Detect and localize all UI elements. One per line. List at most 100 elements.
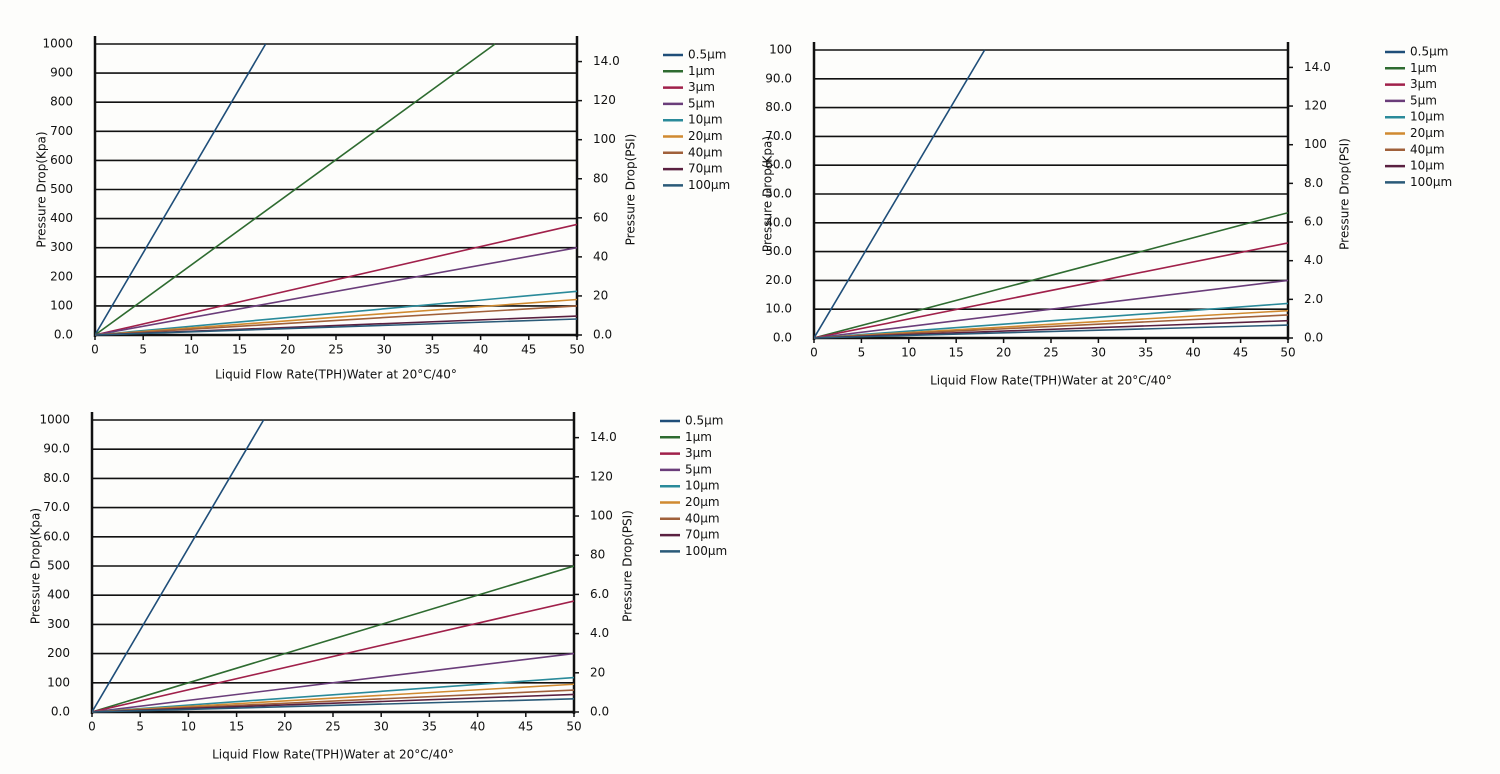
y2-tick-label: 120 — [593, 93, 616, 107]
y2-tick-label: 14.0 — [1304, 60, 1331, 74]
x-tick-label: 15 — [949, 346, 964, 360]
legend-label: 40μm — [685, 511, 720, 525]
y-tick-label: 60.0 — [43, 529, 70, 543]
y-tick-label: 10.0 — [765, 302, 792, 316]
series-line — [95, 305, 577, 336]
series-line — [814, 314, 1288, 339]
y-tick-label: 600 — [50, 153, 73, 167]
y-axis-label: Pressure Drop(Kpa) — [761, 136, 775, 252]
y-tick-label: 80.0 — [765, 100, 792, 114]
x-tick-label: 35 — [425, 343, 440, 357]
legend-label: 0.5μm — [1410, 45, 1448, 59]
series-line — [92, 683, 574, 713]
y-tick-label: 700 — [50, 124, 73, 138]
series-line — [92, 600, 574, 713]
legend-label: 10μm — [688, 113, 723, 127]
series-line — [814, 324, 1288, 339]
x-axis-label: Liquid Flow Rate(TPH)Water at 20°C/40° — [212, 748, 454, 762]
series-line — [95, 43, 496, 336]
legend-label: 70μm — [688, 162, 723, 176]
x-tick-label: 5 — [136, 720, 144, 734]
legend-label: 10μm — [685, 479, 720, 493]
y-tick-label: 40.0 — [765, 215, 792, 229]
y-tick-label: 70.0 — [43, 500, 70, 514]
y-tick-label: 800 — [50, 95, 73, 109]
legend-label: 100μm — [685, 544, 727, 558]
y2-tick-label: 2.0 — [1304, 292, 1323, 306]
x-tick-label: 45 — [1233, 346, 1248, 360]
y2-axis-label: Pressure Drop(PSI) — [621, 510, 635, 622]
x-tick-label: 25 — [1043, 346, 1058, 360]
legend-label: 20μm — [1410, 126, 1445, 140]
legend-label: 5μm — [685, 462, 712, 476]
y-tick-label: 100 — [769, 43, 792, 57]
x-tick-label: 0 — [810, 346, 818, 360]
legend-label: 3μm — [688, 80, 715, 94]
y2-axis-label: Pressure Drop(PSI) — [624, 134, 638, 246]
y2-tick-label: 60 — [593, 210, 608, 224]
legend-label: 1μm — [688, 64, 715, 78]
legend-label: 5μm — [1410, 93, 1437, 107]
legend-label: 1μm — [1410, 61, 1437, 75]
legend-label: 0.5μm — [688, 48, 726, 62]
y-tick-label: 100 — [47, 675, 70, 689]
y2-tick-label: 40 — [593, 249, 608, 263]
y2-tick-label: 20 — [590, 665, 605, 679]
x-tick-label: 35 — [422, 720, 437, 734]
y-tick-label: 0.0 — [54, 328, 73, 342]
series-line — [814, 49, 986, 339]
y2-tick-label: 80 — [590, 548, 605, 562]
series-line — [95, 298, 577, 336]
x-tick-label: 0 — [88, 720, 96, 734]
x-tick-label: 20 — [277, 720, 292, 734]
x-tick-label: 50 — [1280, 346, 1295, 360]
legend-label: 70μm — [685, 528, 720, 542]
legend-label: 0.5μm — [685, 414, 723, 428]
x-tick-label: 5 — [858, 346, 866, 360]
y-tick-label: 900 — [50, 66, 73, 80]
y2-tick-label: 120 — [590, 469, 613, 483]
y-tick-label: 300 — [47, 617, 70, 631]
x-tick-label: 35 — [1138, 346, 1153, 360]
x-tick-label: 10 — [184, 343, 199, 357]
x-tick-label: 30 — [377, 343, 392, 357]
legend-label: 10μm — [1410, 159, 1445, 173]
y2-tick-label: 120 — [1304, 99, 1327, 113]
x-tick-label: 30 — [374, 720, 389, 734]
x-tick-label: 30 — [1091, 346, 1106, 360]
y2-tick-label: 100 — [593, 132, 616, 146]
y2-tick-label: 0.0 — [590, 705, 609, 719]
x-tick-label: 25 — [325, 720, 340, 734]
series-line — [95, 223, 577, 336]
y2-tick-label: 6.0 — [1304, 215, 1323, 229]
x-tick-label: 10 — [901, 346, 916, 360]
y-tick-label: 500 — [50, 182, 73, 196]
series-line — [92, 652, 574, 713]
y-tick-label: 70.0 — [765, 129, 792, 143]
x-tick-label: 45 — [521, 343, 536, 357]
x-tick-label: 20 — [280, 343, 295, 357]
legend-label: 1μm — [685, 430, 712, 444]
series-line — [92, 565, 574, 713]
series-line — [814, 211, 1288, 339]
legend-label: 3μm — [1410, 77, 1437, 91]
y-tick-label: 0.0 — [51, 705, 70, 719]
legend-label: 20μm — [688, 129, 723, 143]
y-tick-label: 400 — [47, 588, 70, 602]
legend-label: 40μm — [688, 145, 723, 159]
x-tick-label: 50 — [566, 720, 581, 734]
y2-tick-label: 100 — [1304, 137, 1327, 151]
y2-tick-label: 4.0 — [1304, 253, 1323, 267]
y2-tick-label: 80 — [593, 171, 608, 185]
y2-tick-label: 4.0 — [590, 626, 609, 640]
y-tick-label: 500 — [47, 559, 70, 573]
x-axis-label: Liquid Flow Rate(TPH)Water at 20°C/40° — [215, 368, 457, 382]
series-line — [95, 43, 267, 336]
y-tick-label: 400 — [50, 211, 73, 225]
x-tick-label: 10 — [181, 720, 196, 734]
y-tick-label: 100 — [50, 298, 73, 312]
y-tick-label: 50.0 — [765, 187, 792, 201]
series-line — [92, 698, 574, 713]
